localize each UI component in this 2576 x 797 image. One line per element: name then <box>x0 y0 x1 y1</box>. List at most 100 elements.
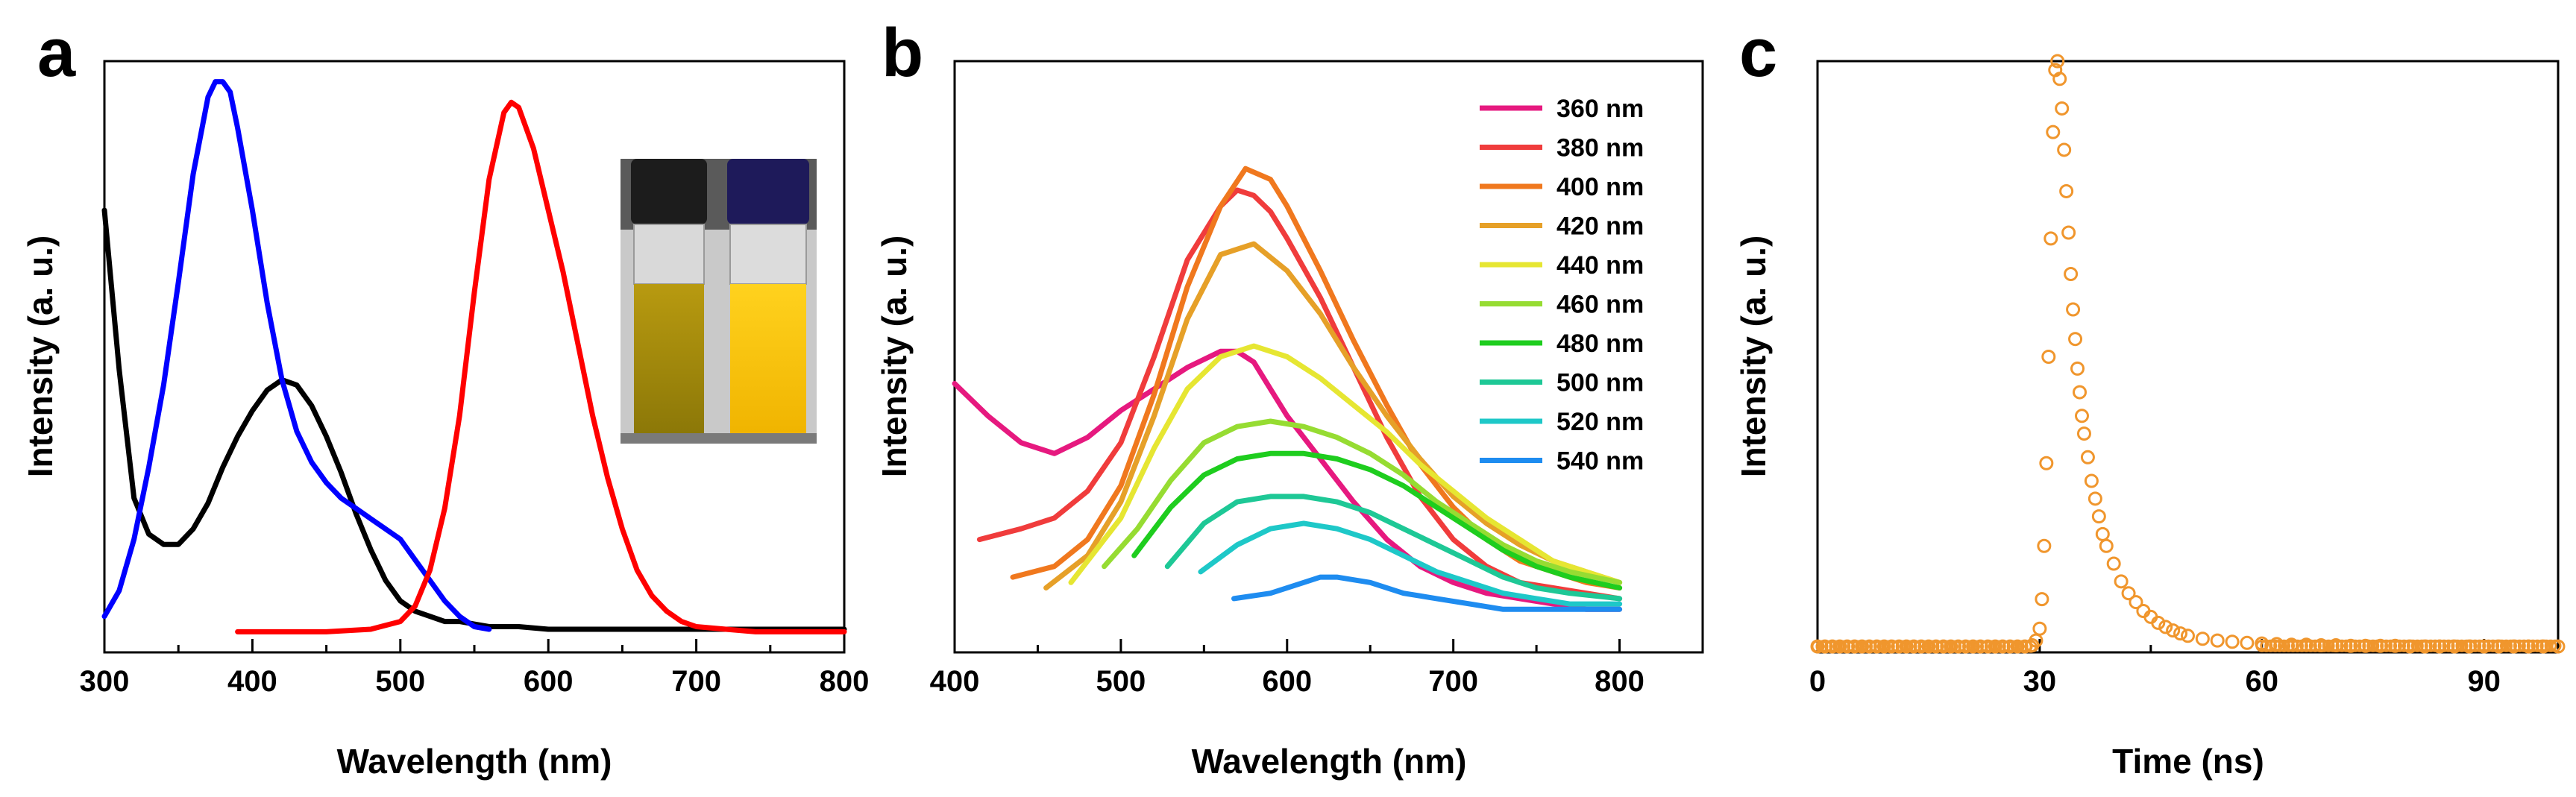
series-line-440-nm <box>1068 343 1623 585</box>
data-point <box>1824 640 1838 653</box>
data-point <box>1851 640 1865 653</box>
data-point <box>2264 639 2278 652</box>
series-line-500-nm <box>1164 494 1623 602</box>
vial-right-neck <box>729 224 807 285</box>
data-point <box>2410 639 2424 652</box>
data-point <box>2106 556 2121 571</box>
legend-label: 460 nm <box>1556 291 1644 319</box>
data-point <box>2075 409 2090 423</box>
data-point <box>2401 639 2415 652</box>
data-point <box>2380 639 2393 652</box>
data-point <box>2495 639 2509 652</box>
data-point <box>1935 640 1949 653</box>
data-point <box>1838 640 1851 653</box>
data-point <box>2002 640 2015 653</box>
data-point <box>2389 639 2402 652</box>
data-point <box>2061 225 2076 240</box>
data-point <box>2070 361 2085 376</box>
data-point <box>1917 640 1931 653</box>
data-point <box>2278 639 2291 652</box>
data-point <box>2195 631 2210 646</box>
panel-b-ylabel: Intensity (a. u.) <box>875 236 914 478</box>
x-tick-label: 500 <box>375 665 425 698</box>
vial-right-solution <box>730 284 806 433</box>
x-tick-label: 400 <box>227 665 277 698</box>
data-point <box>1949 640 1962 653</box>
data-point <box>1979 640 1993 653</box>
data-point <box>2055 101 2070 116</box>
data-point <box>1815 640 1829 653</box>
data-point <box>2240 635 2255 650</box>
data-point <box>2464 639 2478 652</box>
panel-b-xlabel: Wavelength (nm) <box>1192 742 1467 781</box>
data-point <box>1864 640 1877 653</box>
vial-left-solution <box>634 284 704 433</box>
data-point <box>2335 639 2349 652</box>
data-point <box>2357 639 2371 652</box>
data-point <box>2121 586 2136 601</box>
data-point <box>2304 639 2317 652</box>
panel-a-letter: a <box>37 15 76 91</box>
data-point <box>2114 574 2129 589</box>
data-point <box>2548 639 2562 652</box>
inset-bottom-shadow <box>621 433 817 444</box>
data-point <box>2433 639 2446 652</box>
data-point <box>2282 639 2296 652</box>
series-line-360-nm <box>952 348 1623 612</box>
data-point <box>1967 640 1980 653</box>
data-point <box>1886 640 1900 653</box>
data-point <box>2260 639 2273 652</box>
panel-b-series <box>952 166 1623 612</box>
data-point <box>2035 592 2049 607</box>
data-point <box>2442 639 2455 652</box>
x-tick-label: 700 <box>1428 665 1478 698</box>
data-point <box>2522 639 2535 652</box>
data-point <box>1988 640 2002 653</box>
data-point <box>2299 639 2313 652</box>
data-point <box>1891 640 1904 653</box>
legend-label: 480 nm <box>1556 330 1644 358</box>
data-point <box>1958 640 1971 653</box>
panel-b-letter: b <box>882 15 923 91</box>
series-line-420-nm <box>1043 241 1623 590</box>
series-line-460-nm <box>1102 418 1623 585</box>
data-point <box>2073 385 2087 400</box>
data-point <box>1926 640 1940 653</box>
data-point <box>2091 509 2106 524</box>
data-point <box>2095 526 2110 541</box>
data-point <box>2313 639 2326 652</box>
series-line-emission <box>235 99 847 634</box>
panel-c-x-ticks: 0 30 60 90 <box>1809 639 2501 698</box>
x-tick-label: 600 <box>1262 665 1312 698</box>
data-point <box>2273 639 2287 652</box>
vial-left-neck <box>633 224 705 285</box>
x-tick-label: 700 <box>671 665 721 698</box>
data-point <box>2469 639 2482 652</box>
data-point <box>1895 640 1909 653</box>
data-point <box>2024 640 2038 653</box>
panel-a-chart: 300 400 500 600 700 800 Wavelength (nm) Inten… <box>21 60 870 781</box>
data-point <box>1833 640 1847 653</box>
data-point <box>2037 538 2052 553</box>
data-point <box>2397 639 2410 652</box>
x-tick-label: 800 <box>820 665 870 698</box>
x-tick-label: 400 <box>930 665 980 698</box>
data-point <box>2384 639 2398 652</box>
data-point <box>2491 639 2504 652</box>
data-point <box>2287 639 2300 652</box>
panel-c-series <box>1810 54 2566 654</box>
data-point <box>1922 640 1935 653</box>
x-tick-label: 300 <box>80 665 130 698</box>
data-point <box>2487 639 2500 652</box>
vial-photo-inset <box>621 159 817 444</box>
data-point <box>2020 640 2033 653</box>
data-point <box>2068 332 2083 347</box>
panel-b-frame <box>953 60 1704 654</box>
legend-label: 520 nm <box>1556 408 1644 436</box>
data-point <box>1873 640 1886 653</box>
data-point <box>2059 183 2074 198</box>
x-tick-label: 0 <box>1809 665 1826 698</box>
data-point <box>1842 640 1856 653</box>
data-point <box>2473 639 2487 652</box>
